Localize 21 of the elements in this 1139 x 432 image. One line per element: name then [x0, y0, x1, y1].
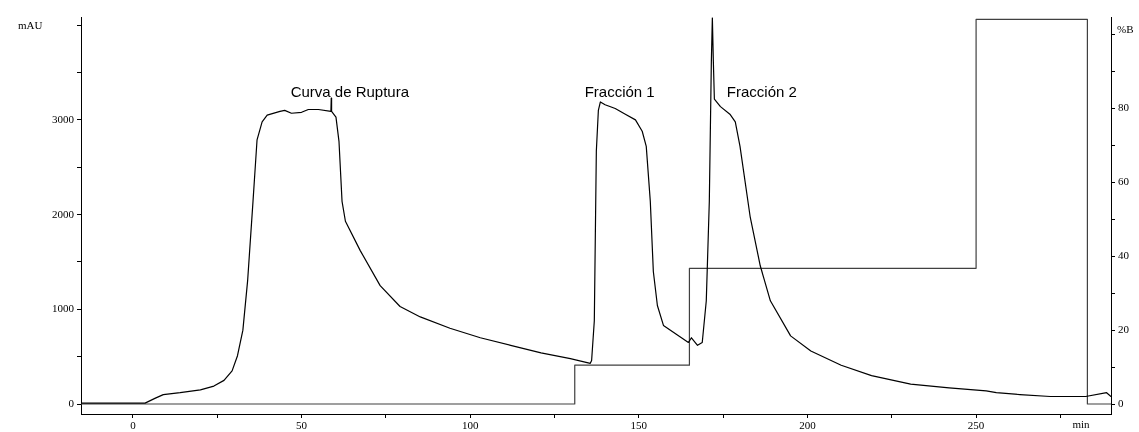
annotation: Fracción 1	[584, 83, 655, 101]
y2-tick-label: 40	[1118, 249, 1130, 261]
annotation: Fracción 2	[726, 83, 797, 101]
y-tick-label: 0	[68, 396, 75, 409]
x-axis-title: min	[1072, 418, 1091, 431]
y2-axis-title: %B	[1117, 22, 1134, 35]
x-tick-label: 50	[296, 419, 308, 432]
x-tick-label: 200	[799, 419, 817, 432]
y-tick-label: 1000	[52, 302, 75, 315]
y2-tick-label: 20	[1118, 322, 1130, 335]
annotation: Curva de Ruptura	[290, 83, 410, 101]
x-tick-label: 250	[967, 419, 985, 432]
x-tick-label: 0	[130, 419, 137, 432]
x-tick-label: 100	[461, 419, 479, 432]
y2-tick-label: 60	[1118, 175, 1130, 188]
y2-tick-label: 80	[1118, 101, 1130, 114]
y2-tick-label: 0	[1118, 396, 1124, 409]
y-tick-label: 3000	[52, 112, 75, 125]
x-tick-label: 150	[630, 419, 648, 432]
y-tick-label: 2000	[52, 207, 75, 220]
y-axis-title: mAU	[18, 18, 43, 31]
